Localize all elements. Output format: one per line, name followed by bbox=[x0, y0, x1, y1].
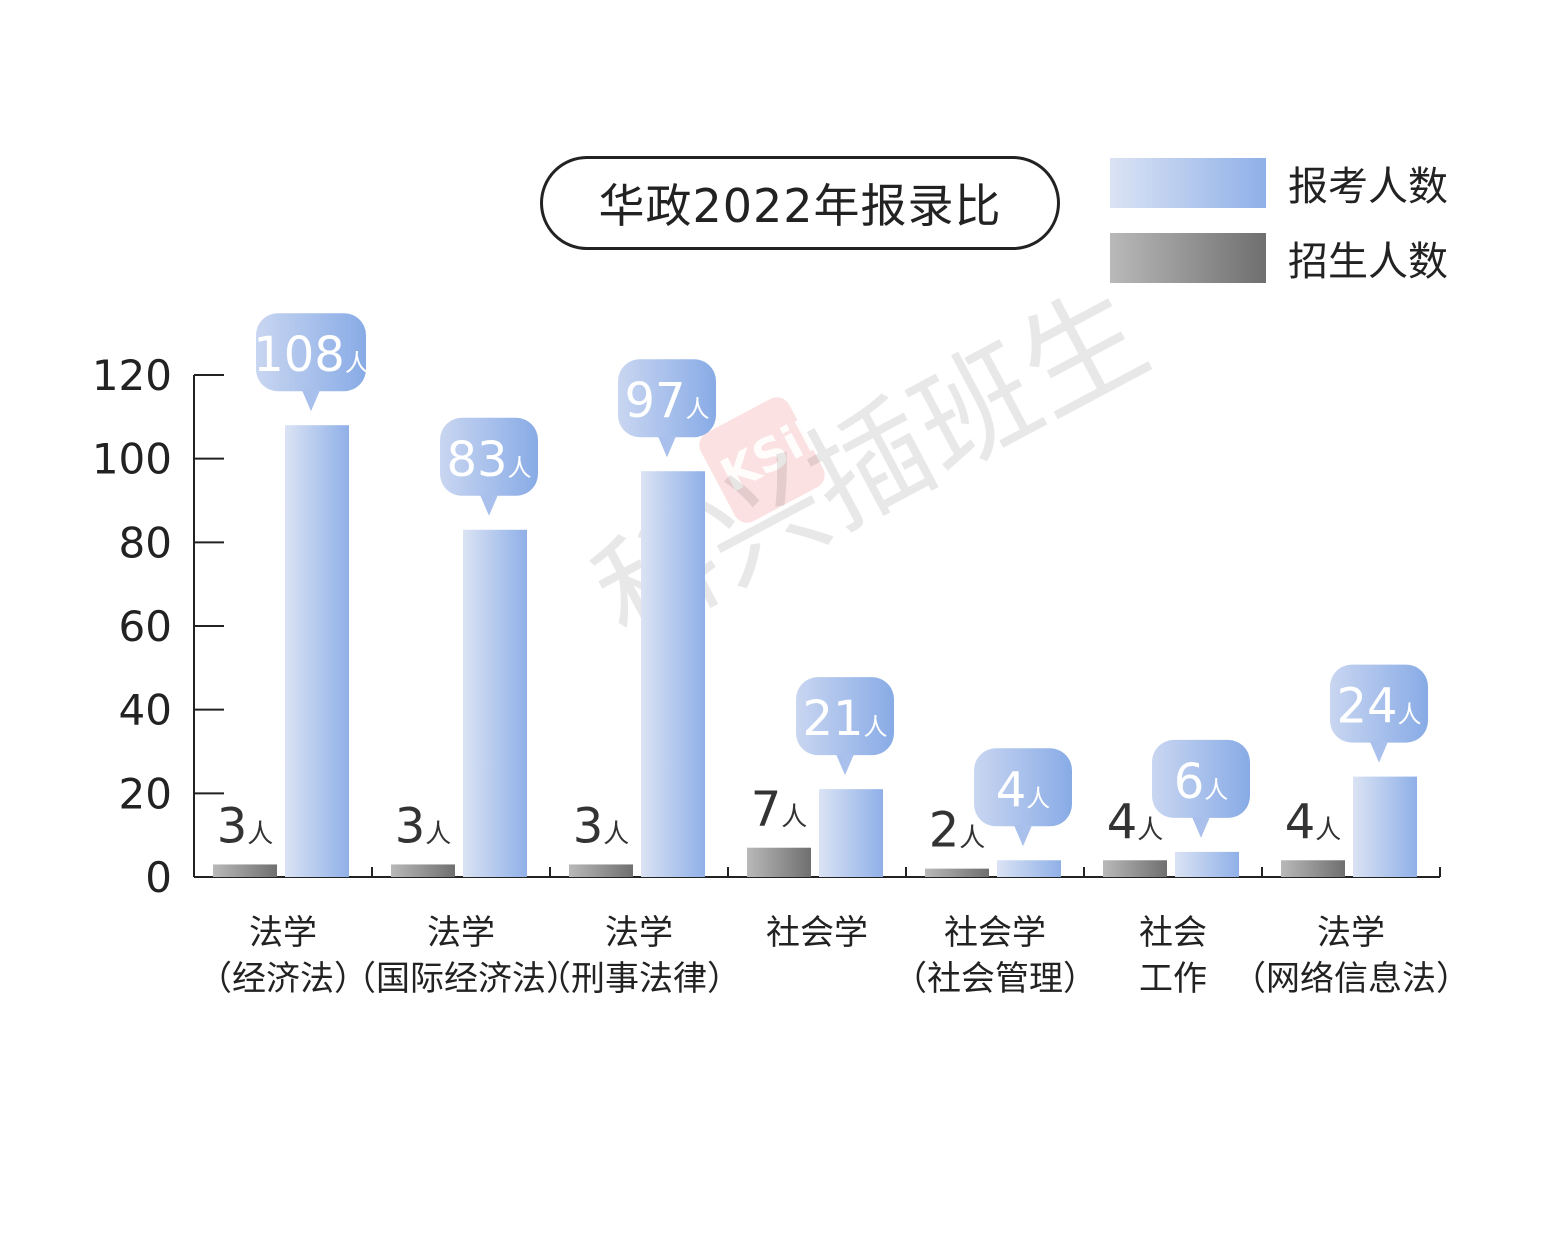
bar-apply bbox=[1175, 851, 1239, 877]
x-category-label: 法学 bbox=[1317, 913, 1385, 953]
bar-admit bbox=[925, 868, 989, 877]
x-category-label: 工作 bbox=[1139, 959, 1207, 999]
bar-admit bbox=[569, 864, 633, 877]
bar-apply bbox=[641, 471, 705, 877]
bubble-pointer bbox=[302, 390, 320, 412]
data-label-apply: 108人 bbox=[253, 327, 369, 383]
bar-admit bbox=[747, 847, 811, 877]
y-tick-label: 40 bbox=[119, 686, 172, 735]
bar-apply bbox=[463, 529, 527, 877]
x-category-label: 社会 bbox=[1139, 913, 1207, 953]
bubble-apply bbox=[1152, 739, 1250, 818]
x-category-label: （刑事法律） bbox=[537, 959, 741, 999]
x-category-label: 法学 bbox=[249, 913, 317, 953]
bar-apply bbox=[285, 425, 349, 877]
bubble-pointer bbox=[1014, 825, 1032, 847]
data-label-admit: 4人 bbox=[1107, 794, 1164, 850]
x-category-label: （经济法） bbox=[198, 959, 368, 999]
y-tick-label: 120 bbox=[92, 351, 172, 400]
data-label-admit: 3人 bbox=[395, 798, 452, 854]
data-label-admit: 3人 bbox=[573, 798, 630, 854]
y-tick-label: 60 bbox=[119, 602, 172, 651]
y-tick-label: 100 bbox=[92, 435, 172, 484]
x-category-label: 社会学 bbox=[944, 913, 1046, 953]
bar-apply bbox=[997, 860, 1061, 877]
bar-admit bbox=[391, 864, 455, 877]
data-label-apply: 24人 bbox=[1336, 679, 1421, 735]
bubble-apply bbox=[1330, 664, 1428, 743]
legend-swatch-apply bbox=[1110, 158, 1266, 208]
y-tick-label: 80 bbox=[119, 518, 172, 567]
legend-item-admit: 招生人数 bbox=[1110, 229, 1448, 287]
data-label-admit: 7人 bbox=[751, 782, 808, 838]
bubble-pointer bbox=[658, 436, 676, 458]
bar-admit bbox=[1103, 860, 1167, 877]
data-label-apply: 97人 bbox=[624, 373, 709, 429]
bar-admit bbox=[1281, 860, 1345, 877]
data-label-admit: 2人 bbox=[929, 803, 986, 859]
x-category-label: 法学 bbox=[605, 913, 673, 953]
data-label-apply: 83人 bbox=[446, 432, 531, 488]
bubble-pointer bbox=[836, 754, 854, 776]
data-label-admit: 4人 bbox=[1285, 794, 1342, 850]
bar-apply bbox=[819, 789, 883, 877]
bubble-pointer bbox=[1370, 741, 1388, 763]
x-category-label: （网络信息法） bbox=[1232, 959, 1470, 999]
bubble-apply bbox=[974, 748, 1072, 827]
x-category-label: 社会学 bbox=[766, 913, 868, 953]
chart-title: 华政2022年报录比 bbox=[540, 156, 1060, 250]
legend-swatch-admit bbox=[1110, 233, 1266, 283]
data-label-apply: 4人 bbox=[996, 762, 1051, 818]
bubble-apply bbox=[440, 417, 538, 496]
y-tick-label: 20 bbox=[119, 769, 172, 818]
data-label-admit: 3人 bbox=[217, 798, 274, 854]
data-label-apply: 6人 bbox=[1174, 754, 1229, 810]
data-label-apply: 21人 bbox=[802, 691, 887, 747]
x-category-label: （社会管理） bbox=[893, 959, 1097, 999]
y-tick-label: 0 bbox=[145, 853, 172, 902]
x-category-label: 法学 bbox=[427, 913, 495, 953]
bubble-pointer bbox=[1192, 816, 1210, 838]
legend-label-apply: 报考人数 bbox=[1288, 164, 1448, 210]
legend-item-apply: 报考人数 bbox=[1110, 154, 1448, 212]
bubble-apply bbox=[796, 677, 894, 756]
bubble-apply bbox=[256, 313, 366, 392]
bubble-pointer bbox=[480, 494, 498, 516]
bubble-apply bbox=[618, 359, 716, 438]
x-category-label: （国际经济法） bbox=[342, 959, 580, 999]
bar-admit bbox=[213, 864, 277, 877]
bar-apply bbox=[1353, 776, 1417, 877]
legend-label-admit: 招生人数 bbox=[1288, 239, 1448, 285]
